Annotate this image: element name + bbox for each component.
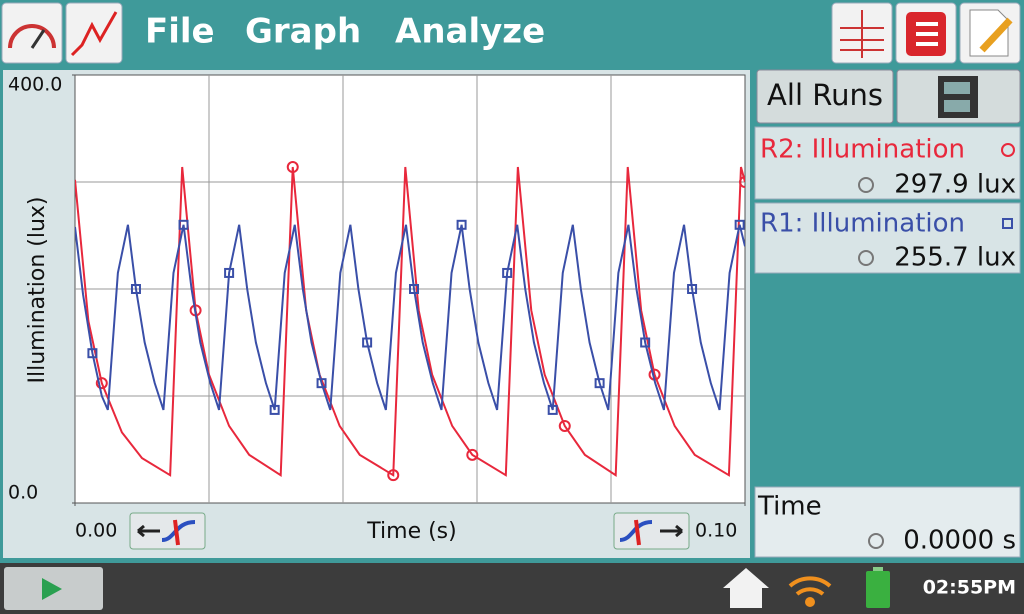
- play-button[interactable]: [4, 567, 103, 610]
- clock: 02:55PM: [923, 577, 1016, 599]
- data-point: [178, 219, 189, 230]
- meter-reading: 297.9 lux: [894, 170, 1016, 200]
- x-tick-label: 0.00: [75, 520, 117, 542]
- data-point: [594, 378, 605, 389]
- y-tick-label: 0.0: [8, 482, 38, 504]
- data-point: [558, 419, 571, 432]
- status-bar: [0, 563, 1024, 614]
- data-point: [362, 337, 373, 348]
- journal-icon[interactable]: [959, 2, 1021, 64]
- data-point: [224, 267, 235, 278]
- scroll-left-button[interactable]: [129, 512, 206, 550]
- data-point: [456, 219, 467, 230]
- meter-box: [754, 202, 1021, 274]
- time-meter-box: [754, 486, 1021, 558]
- data-point: [547, 404, 558, 415]
- x-tick-label: 0.10: [695, 520, 737, 542]
- meter-icon[interactable]: [1, 2, 63, 64]
- meter-icon: [858, 250, 874, 266]
- data-point: [387, 469, 400, 482]
- meter-icon: [858, 177, 874, 193]
- data-point: [95, 377, 108, 390]
- all-runs-button[interactable]: All Runs: [756, 69, 894, 124]
- x-axis-label: Time (s): [366, 519, 456, 544]
- table-icon[interactable]: [831, 2, 893, 64]
- data-line: [75, 224, 745, 411]
- data-point: [466, 448, 479, 461]
- meter-box: [754, 126, 1021, 200]
- menu-item[interactable]: Graph: [245, 12, 361, 52]
- battery-icon: [866, 567, 890, 608]
- meter-icon: [868, 533, 884, 549]
- meter-marker: [1002, 218, 1013, 229]
- y-tick-label: 400.0: [8, 74, 62, 96]
- data-point: [739, 176, 745, 188]
- time-meter-label: Time: [757, 492, 822, 522]
- menu-item[interactable]: File: [145, 12, 215, 52]
- graph-icon[interactable]: [65, 2, 123, 64]
- meter-marker: [1001, 143, 1015, 157]
- notes-icon[interactable]: [895, 2, 957, 64]
- data-point: [286, 161, 299, 174]
- data-point: [130, 284, 141, 294]
- time-meter-reading: 0.0000 s: [903, 526, 1016, 556]
- data-point: [316, 378, 327, 389]
- data-sets-button[interactable]: [896, 69, 1021, 124]
- scroll-right-button[interactable]: [613, 512, 690, 550]
- data-line: [75, 166, 745, 477]
- y-axis-label: Illumination (lux): [25, 197, 50, 384]
- data-point: [502, 267, 513, 278]
- meter-label: R1: Illumination: [760, 209, 965, 239]
- plot: 0.0 400.0 0.00 0.10: [8, 74, 746, 542]
- meter-label: R2: Illumination: [760, 135, 965, 165]
- grid: [75, 75, 745, 503]
- data-point: [409, 284, 420, 294]
- all-runs-label[interactable]: All Runs: [767, 78, 883, 112]
- data-point: [734, 219, 745, 230]
- data-point: [640, 337, 651, 348]
- data-point: [87, 348, 98, 359]
- wifi-icon: [788, 576, 832, 607]
- data-point: [269, 404, 280, 415]
- data-point: [687, 284, 698, 294]
- meter-reading: 255.7 lux: [894, 243, 1016, 273]
- series-layer: [75, 161, 745, 482]
- home-icon[interactable]: [723, 568, 769, 608]
- menu-item[interactable]: Analyze: [395, 12, 545, 52]
